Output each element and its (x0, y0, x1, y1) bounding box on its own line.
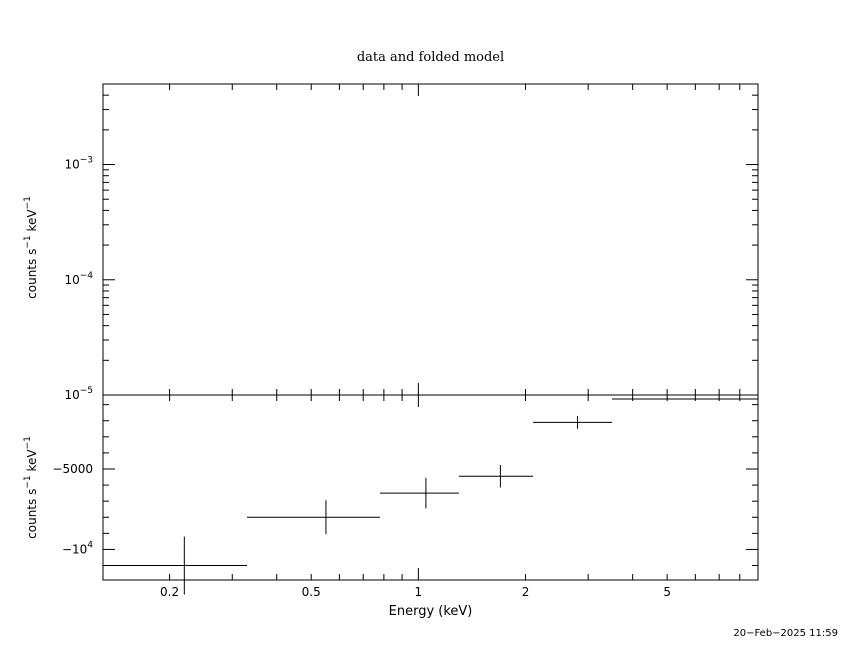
x-tick-label: 1 (415, 585, 423, 599)
y-tick-label: 10−3 (64, 156, 93, 172)
data-points (103, 398, 758, 595)
axis-ticks (103, 83, 759, 580)
axis-tick-labels: 0.2 0.5 1 2 5 10−3 10−4 10−5 −5000 −104 (52, 156, 671, 599)
bottom-panel-border (102, 394, 759, 581)
y-tick-label: −104 (62, 540, 93, 556)
timestamp: 20−Feb−2025 11:59 (733, 628, 838, 639)
y-tick-label: −5000 (52, 462, 93, 476)
bottom-panel-frame (102, 394, 759, 581)
top-panel-border (102, 83, 759, 396)
x-axis-label: Energy (keV) (389, 604, 473, 619)
chart-title: data and folded model (357, 50, 504, 65)
data-point (379, 477, 459, 509)
data-point (103, 536, 247, 595)
x-tick-label: 5 (663, 585, 671, 599)
data-point (458, 464, 534, 488)
y-tick-label: 10−5 (64, 386, 93, 402)
y-tick-label: 10−4 (64, 271, 93, 287)
x-tick-label: 0.2 (160, 585, 179, 599)
data-point (533, 415, 613, 429)
x-tick-label: 0.5 (302, 585, 321, 599)
x-tick-label: 2 (522, 585, 530, 599)
bottom-y-axis-label: counts s−1 keV−1 (23, 436, 39, 539)
data-point (246, 500, 380, 535)
top-y-axis-label: counts s−1 keV−1 (23, 196, 39, 299)
top-panel-frame (102, 83, 759, 396)
